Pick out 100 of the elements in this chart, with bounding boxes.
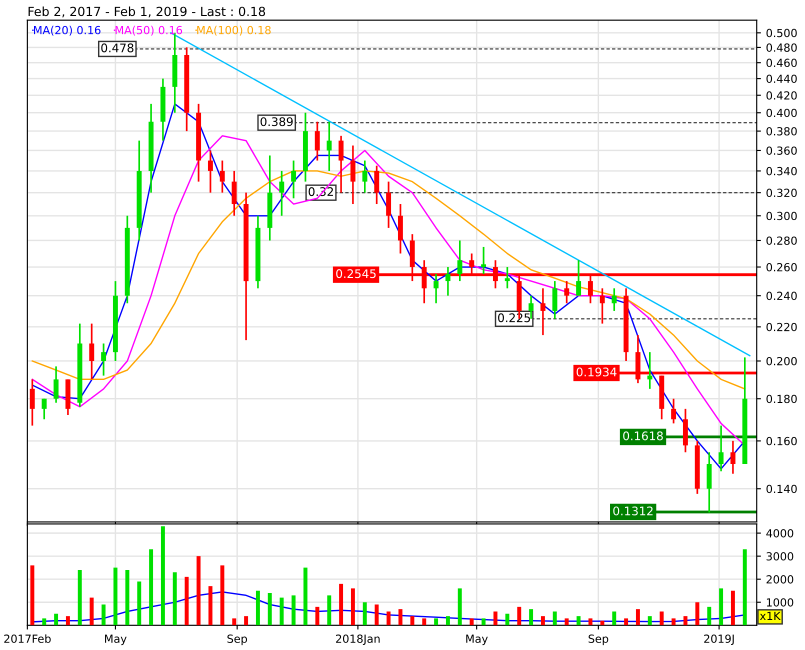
candlestick bbox=[600, 287, 605, 324]
bar bbox=[564, 618, 569, 626]
bar bbox=[410, 616, 414, 626]
y-tick-label: 0.320 bbox=[766, 188, 797, 198]
candlestick bbox=[314, 120, 320, 162]
y-tick-label: 1000 bbox=[766, 598, 794, 607]
candlestick bbox=[671, 398, 676, 424]
bar bbox=[339, 584, 344, 626]
annotation: 0.478 bbox=[101, 43, 134, 52]
candlestick bbox=[564, 280, 570, 304]
y-tick-label: 0.260 bbox=[766, 263, 797, 272]
bar bbox=[54, 614, 58, 626]
bar bbox=[125, 570, 130, 626]
bar bbox=[672, 618, 676, 626]
bar bbox=[66, 616, 70, 626]
line-series bbox=[32, 591, 746, 623]
y-tick-label: 0.180 bbox=[766, 394, 797, 404]
annotation: 0.225 bbox=[498, 313, 530, 322]
y-tick-label: 0.200 bbox=[766, 356, 797, 366]
candlestick bbox=[647, 351, 652, 390]
bar bbox=[102, 604, 106, 626]
annotation: 0.2545 bbox=[336, 269, 376, 278]
bar bbox=[42, 618, 46, 626]
y-tick-label: 0.500 bbox=[766, 28, 797, 38]
bar bbox=[660, 611, 664, 626]
candlestick bbox=[457, 240, 462, 282]
bar bbox=[90, 598, 94, 626]
candlestick bbox=[730, 440, 736, 475]
candlestick bbox=[30, 378, 35, 426]
bar bbox=[422, 618, 426, 626]
bar bbox=[374, 604, 379, 626]
text: x1K bbox=[760, 612, 781, 620]
candlestick bbox=[540, 287, 546, 336]
x-tick-label: May bbox=[105, 634, 127, 646]
bar bbox=[648, 616, 652, 626]
bar bbox=[458, 588, 462, 626]
bar bbox=[719, 588, 724, 626]
bar bbox=[482, 618, 486, 626]
candlestick bbox=[101, 342, 106, 376]
x-tick-label: Sep bbox=[227, 634, 248, 646]
candlestick bbox=[445, 266, 450, 297]
bar bbox=[576, 616, 581, 626]
y-tick-label: 0.420 bbox=[766, 91, 797, 100]
candlestick bbox=[232, 170, 237, 217]
candlestick bbox=[338, 135, 344, 194]
x-tick-label: Sep bbox=[588, 634, 608, 646]
candlestick bbox=[362, 160, 368, 194]
bar bbox=[683, 616, 688, 626]
y-tick-label: 0.400 bbox=[766, 108, 797, 118]
bar bbox=[208, 586, 212, 626]
bar bbox=[362, 602, 367, 626]
y-tick-label: 0.240 bbox=[766, 292, 797, 300]
candlestick bbox=[481, 246, 486, 275]
candlestick bbox=[504, 266, 510, 290]
bar bbox=[636, 609, 640, 626]
bar bbox=[446, 616, 450, 626]
bar bbox=[434, 618, 438, 626]
y-tick-label: 0.480 bbox=[766, 43, 797, 52]
bar bbox=[624, 618, 628, 626]
candlestick bbox=[42, 398, 47, 420]
y-tick-label: 0.460 bbox=[766, 58, 797, 68]
candlestick bbox=[718, 424, 724, 472]
annotation: 0.1618 bbox=[623, 431, 663, 440]
bar bbox=[315, 606, 320, 626]
candlestick bbox=[612, 287, 617, 312]
annotation: 0.1934 bbox=[576, 368, 617, 376]
bar bbox=[196, 556, 201, 626]
y-tick-label: 0.160 bbox=[766, 436, 797, 446]
candlestick bbox=[54, 366, 59, 404]
bar bbox=[600, 620, 604, 626]
bar bbox=[612, 611, 616, 626]
y-tick-label: 0.340 bbox=[766, 166, 797, 176]
candlestick bbox=[220, 160, 225, 194]
bar bbox=[280, 598, 284, 626]
y-tick-label: 0.280 bbox=[766, 236, 797, 245]
candlestick bbox=[386, 180, 392, 229]
y-tick-label: 0.440 bbox=[766, 74, 797, 83]
candlestick bbox=[279, 170, 284, 217]
candlestick bbox=[528, 294, 534, 320]
bar bbox=[505, 614, 510, 626]
y-tick-label: 3000 bbox=[766, 552, 794, 561]
bar bbox=[730, 590, 735, 626]
annotation: 0.389 bbox=[260, 117, 293, 126]
bar bbox=[232, 618, 236, 626]
bar bbox=[470, 618, 474, 626]
y-tick-label: 0.360 bbox=[766, 146, 797, 155]
bar bbox=[137, 582, 142, 626]
legend-label: MA(20) 0.16 bbox=[34, 26, 100, 36]
y-tick-label: 2000 bbox=[766, 575, 794, 584]
candlestick bbox=[89, 322, 94, 380]
candlestick bbox=[350, 144, 356, 205]
bar bbox=[244, 616, 248, 626]
bar bbox=[113, 568, 118, 626]
bar bbox=[220, 565, 224, 626]
candlestick bbox=[208, 150, 213, 194]
candlestick bbox=[291, 160, 296, 200]
candlestick bbox=[326, 120, 332, 172]
bar bbox=[529, 609, 534, 626]
candlestick bbox=[374, 164, 380, 205]
bar bbox=[742, 549, 747, 626]
